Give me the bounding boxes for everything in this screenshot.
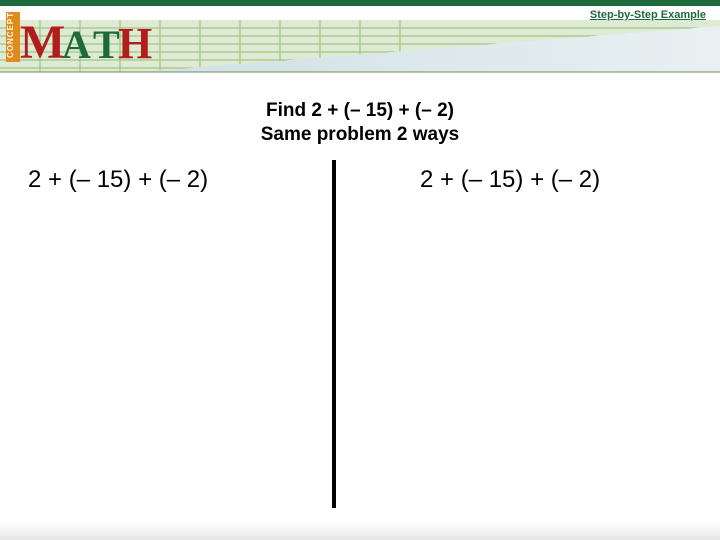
bottom-shadow <box>0 522 720 540</box>
column-left: 2 + (– 15) + (– 2) <box>28 166 328 194</box>
logo-letter-h: H <box>118 19 152 68</box>
header-wedge <box>140 26 720 72</box>
column-right: 2 + (– 15) + (– 2) <box>420 166 720 194</box>
logo-letter-a: A <box>62 22 91 67</box>
logo-letter-t: T <box>93 22 120 67</box>
grid-lines <box>0 20 720 72</box>
prompt-line-1: Find 2 + (– 15) + (– 2) <box>0 99 720 123</box>
prompt-line-2: Same problem 2 ways <box>0 123 720 147</box>
two-column-area: 2 + (– 15) + (– 2) 2 + (– 15) + (– 2) <box>0 166 720 526</box>
logo-tag-text: CONCEPTS <box>6 6 15 58</box>
logo-tag-strip <box>6 12 20 62</box>
vertical-divider <box>332 160 336 508</box>
grid-band <box>0 20 720 72</box>
prompt-block: Find 2 + (– 15) + (– 2) Same problem 2 w… <box>0 99 720 147</box>
header-topbar <box>0 0 720 6</box>
math-logo: CONCEPTS M A T H <box>6 6 152 69</box>
right-expression: 2 + (– 15) + (– 2) <box>420 166 720 194</box>
header-wedge-grad <box>140 26 720 72</box>
header-label: Step-by-Step Example <box>590 9 706 21</box>
slide-header: CONCEPTS M A T H Step-by-Step Example <box>0 0 720 75</box>
left-expression: 2 + (– 15) + (– 2) <box>28 166 328 194</box>
logo-letter-m: M <box>20 16 65 69</box>
